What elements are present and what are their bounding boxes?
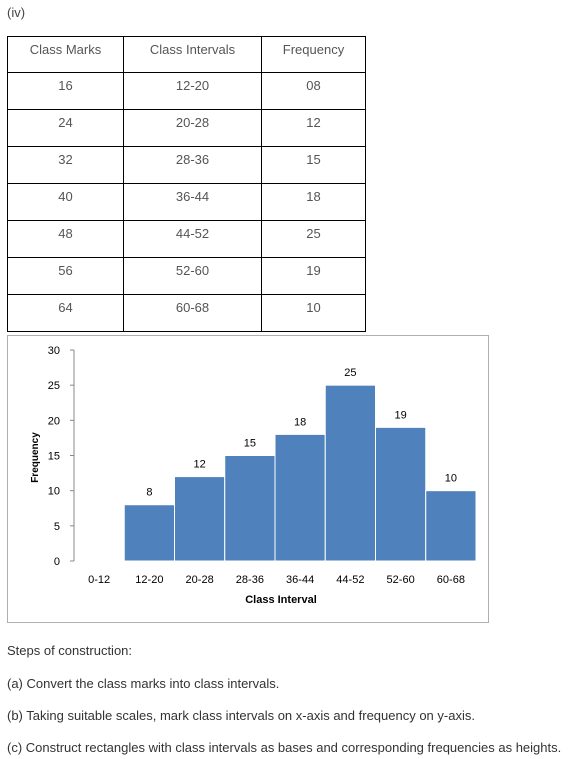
cell-class-mark: 40 xyxy=(7,183,124,221)
header-class-marks: Class Marks xyxy=(7,36,124,73)
histogram-bar xyxy=(123,504,175,562)
data-label: 18 xyxy=(294,416,306,428)
y-tick-label: 0 xyxy=(54,556,60,568)
frequency-table: Class Marks Class Intervals Frequency 16… xyxy=(7,36,366,332)
y-axis-title: Frequency xyxy=(30,432,41,483)
y-tick-label: 30 xyxy=(48,345,60,357)
y-tick-label: 20 xyxy=(48,415,60,427)
cell-frequency: 19 xyxy=(261,257,366,295)
cell-class-mark: 32 xyxy=(7,146,124,184)
header-frequency: Frequency xyxy=(261,36,366,73)
data-label: 25 xyxy=(344,367,356,379)
x-tick-label: 28-36 xyxy=(236,574,264,586)
cell-class-interval: 28-36 xyxy=(123,146,262,184)
data-label: 15 xyxy=(244,438,256,450)
cell-class-interval: 44-52 xyxy=(123,220,262,258)
histogram-svg: 0 5 10 15 20 25 30 8 12 15 18 25 19 10 0-12 12-20 20-28 2… xyxy=(30,345,477,606)
x-tick-label: 20-28 xyxy=(186,574,214,586)
cell-class-mark: 56 xyxy=(7,257,124,295)
histogram-bar xyxy=(224,455,276,562)
cell-class-interval: 52-60 xyxy=(123,257,262,295)
x-tick-label: 0-12 xyxy=(88,574,110,586)
table-row: 56 52-60 19 xyxy=(7,257,366,295)
data-label: 8 xyxy=(146,487,152,499)
header-class-intervals: Class Intervals xyxy=(123,36,262,73)
steps-heading: Steps of construction: xyxy=(7,643,133,658)
table-row: 40 36-44 18 xyxy=(7,183,366,221)
x-tick-label: 36-44 xyxy=(286,574,314,586)
cell-class-mark: 24 xyxy=(7,109,124,147)
data-label: 19 xyxy=(395,409,407,421)
cell-class-interval: 60-68 xyxy=(123,294,262,332)
cell-frequency: 08 xyxy=(261,72,366,110)
cell-frequency: 15 xyxy=(261,146,366,184)
table-row: 32 28-36 15 xyxy=(7,146,366,184)
part-label: (iv) xyxy=(7,5,26,20)
histogram-bar xyxy=(174,476,226,562)
y-tick-label: 15 xyxy=(48,451,60,463)
cell-frequency: 10 xyxy=(261,294,366,332)
histogram-bar xyxy=(274,433,326,562)
histogram-bar xyxy=(324,384,376,562)
table-row: 16 12-20 08 xyxy=(7,72,366,110)
cell-frequency: 25 xyxy=(261,220,366,258)
table-row: 64 60-68 10 xyxy=(7,294,366,332)
cell-frequency: 12 xyxy=(261,109,366,147)
x-tick-label: 44-52 xyxy=(336,574,364,586)
histogram-bar xyxy=(425,490,477,562)
y-tick-label: 5 xyxy=(54,521,60,533)
cell-class-interval: 12-20 xyxy=(123,72,262,110)
data-label: 10 xyxy=(445,473,457,485)
step-a: (a) Convert the class marks into class i… xyxy=(7,676,280,691)
y-tick-label: 25 xyxy=(48,380,60,392)
table-row: 24 20-28 12 xyxy=(7,109,366,147)
cell-class-mark: 64 xyxy=(7,294,124,332)
data-label: 12 xyxy=(194,459,206,471)
table-header-row: Class Marks Class Intervals Frequency xyxy=(7,36,366,73)
cell-class-interval: 36-44 xyxy=(123,183,262,221)
cell-frequency: 18 xyxy=(261,183,366,221)
table-row: 48 44-52 25 xyxy=(7,220,366,258)
histogram-chart: 0 5 10 15 20 25 30 8 12 15 18 25 19 10 0-12 12-20 20-28 2… xyxy=(7,335,489,623)
y-tick-label: 10 xyxy=(48,486,60,498)
histogram-bar xyxy=(375,426,427,562)
x-tick-label: 60-68 xyxy=(437,574,465,586)
x-axis-title: Class Interval xyxy=(245,594,317,606)
x-tick-label: 12-20 xyxy=(135,574,163,586)
cell-class-mark: 48 xyxy=(7,220,124,258)
step-b: (b) Taking suitable scales, mark class i… xyxy=(7,708,475,723)
cell-class-interval: 20-28 xyxy=(123,109,262,147)
step-c: (c) Construct rectangles with class inte… xyxy=(7,740,562,755)
cell-class-mark: 16 xyxy=(7,72,124,110)
x-tick-label: 52-60 xyxy=(387,574,415,586)
